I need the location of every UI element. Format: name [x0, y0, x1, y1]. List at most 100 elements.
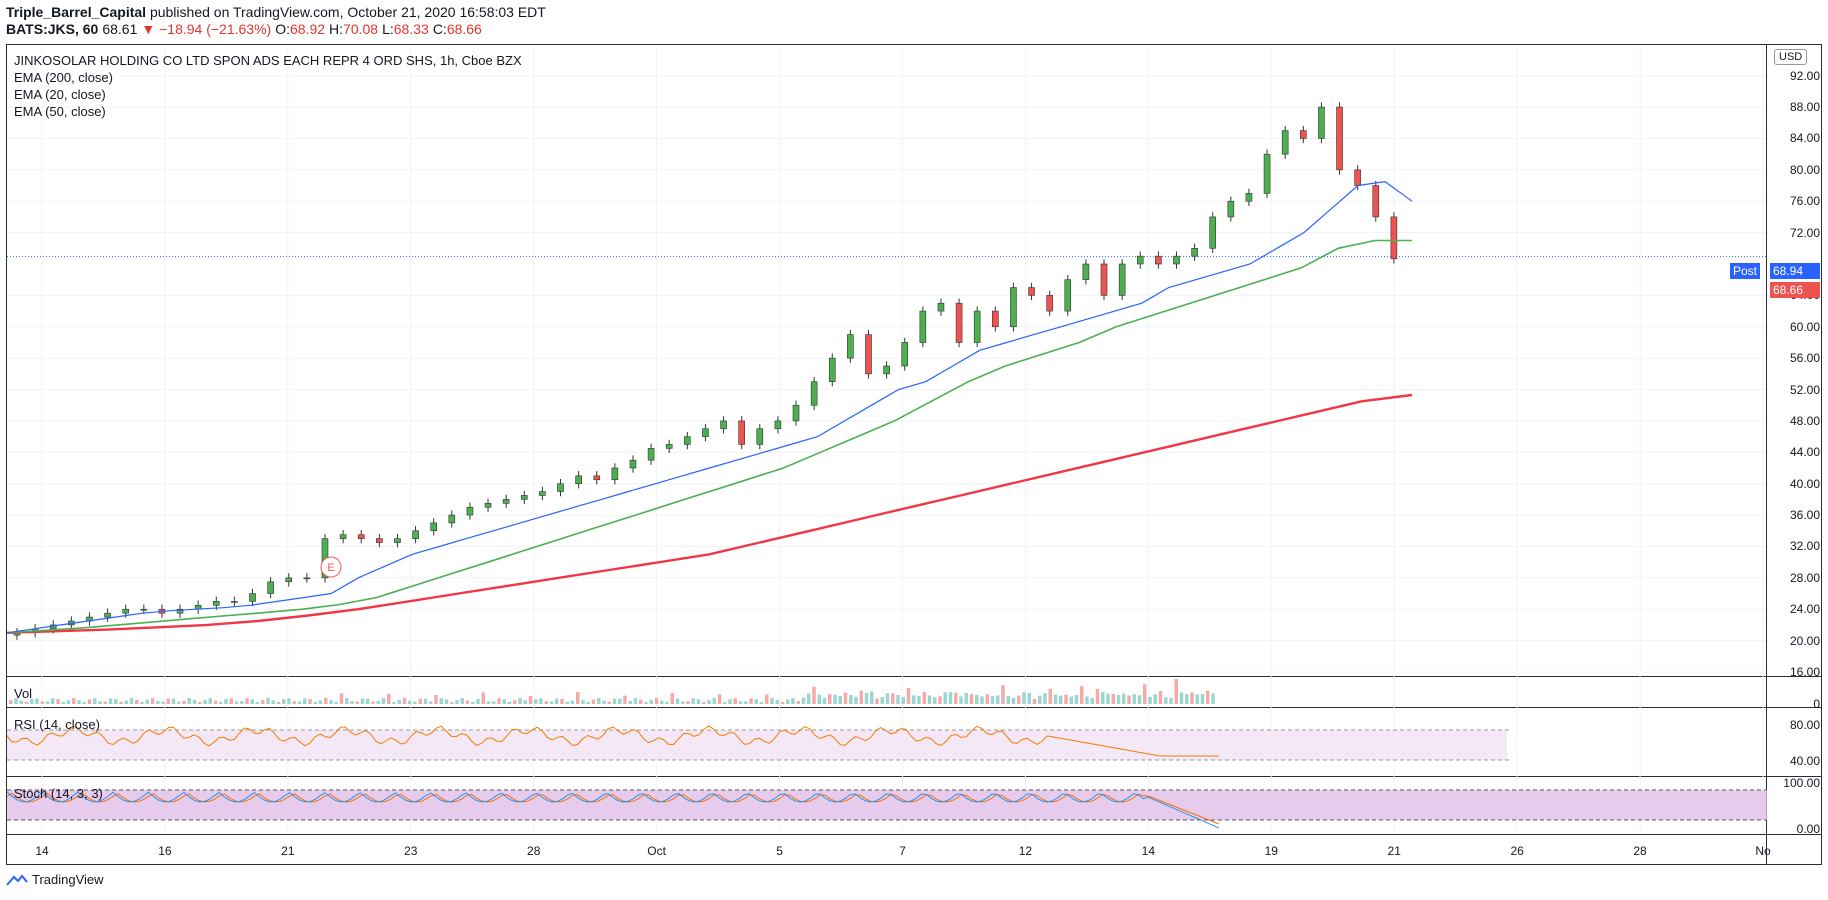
volume-bar	[135, 699, 139, 704]
volume-bar	[1043, 693, 1047, 704]
stoch-axis-tick-0: 0.00	[1796, 822, 1820, 836]
volume-bar	[297, 701, 302, 704]
volume-bar	[822, 697, 827, 704]
candle-up	[1010, 287, 1017, 328]
volume-bar	[1148, 696, 1152, 704]
volume-bar	[1174, 679, 1178, 704]
volume-bar	[402, 698, 407, 704]
time-tick-label: 26	[1510, 844, 1524, 858]
volume-bar	[408, 700, 412, 704]
price-tick-label: 52.00	[1789, 382, 1820, 397]
volume-bar	[618, 698, 622, 704]
volume-bar	[177, 701, 181, 704]
volume-bar	[985, 694, 989, 704]
candle-up	[919, 310, 927, 343]
volume-bar	[670, 692, 674, 704]
volume-bar	[1200, 694, 1205, 704]
volume-bar	[1022, 692, 1026, 704]
volume-bar	[355, 701, 359, 704]
candle-up	[1118, 263, 1126, 296]
volume-bar	[1095, 688, 1100, 704]
volume-bar	[476, 699, 480, 704]
candle-up	[1318, 106, 1325, 139]
candle-up	[212, 601, 220, 606]
legend-ema20[interactable]: EMA (20, close)	[14, 87, 106, 102]
volume-bar	[628, 700, 632, 704]
candle-up	[122, 608, 130, 614]
volume-bar	[1116, 694, 1121, 704]
candle-down	[357, 534, 365, 539]
price-tick-label: 76.00	[1789, 194, 1820, 209]
time-tick-label: 28	[1633, 844, 1647, 858]
volume-bar	[780, 701, 785, 704]
candle-up	[1263, 153, 1271, 194]
time-tick-label: 21	[281, 844, 295, 858]
rsi-pane-label[interactable]: RSI (14, close)	[14, 717, 100, 732]
volume-bar	[266, 698, 270, 704]
volume-bar	[455, 700, 459, 704]
volume-bar	[612, 698, 617, 704]
chart-frame[interactable]	[6, 44, 1822, 865]
volume-bar	[649, 699, 653, 704]
volume-bar	[156, 700, 160, 704]
volume-bar	[1101, 692, 1105, 704]
candle-up	[339, 534, 347, 539]
vol-pane-label[interactable]: Vol	[14, 686, 33, 701]
volume-bar	[870, 691, 874, 704]
volume-bar	[786, 699, 790, 704]
last-price: 68.61	[102, 21, 138, 37]
published-info: published on TradingView.com, October 21…	[149, 4, 546, 20]
stoch-pane-label[interactable]: Stoch (14, 3, 3)	[14, 786, 103, 801]
candle-up	[557, 483, 564, 492]
volume-bar	[523, 700, 527, 704]
legend-title[interactable]: JINKOSOLAR HOLDING CO LTD SPON ADS EACH …	[14, 53, 522, 68]
volume-bar	[187, 698, 191, 704]
close-value: 68.66	[446, 21, 482, 37]
volume-bar	[943, 692, 947, 704]
candle-down	[955, 302, 963, 343]
volume-bar	[72, 698, 76, 704]
low-value: 68.33	[393, 21, 429, 37]
volume-bar	[444, 699, 449, 704]
volume-bar	[1206, 690, 1210, 704]
time-tick-label: 23	[404, 844, 418, 858]
price-change: ▼ −18.94 (−21.63%)	[141, 21, 272, 37]
candle-up	[937, 302, 945, 312]
volume-bar	[1017, 695, 1021, 704]
stoch-k-line	[6, 791, 1220, 829]
last-price-tag: 68.66	[1770, 282, 1820, 298]
volume-bar	[465, 700, 470, 704]
volume-bar	[213, 700, 218, 704]
chart-legend: JINKOSOLAR HOLDING CO LTD SPON ADS EACH …	[14, 52, 522, 120]
price-scale-divider[interactable]	[1766, 44, 1767, 865]
volume-bar	[969, 694, 974, 704]
volume-bar	[513, 700, 517, 704]
pane-divider-stoch[interactable]	[6, 776, 1822, 777]
price-tick-label: 60.00	[1789, 319, 1820, 334]
volume-bar	[875, 698, 879, 704]
volume-bar	[56, 699, 60, 704]
candle-up	[847, 334, 854, 359]
pane-divider-vol[interactable]	[6, 676, 1822, 677]
tradingview-footer[interactable]: TradingView	[6, 872, 104, 887]
volume-bar	[51, 698, 55, 704]
candle-down	[593, 475, 601, 481]
author-name[interactable]: Triple_Barrel_Capital	[6, 4, 147, 20]
volume-bar	[1064, 694, 1068, 704]
candle-up	[1209, 216, 1217, 249]
volume-bar	[885, 693, 890, 704]
volume-bar	[738, 701, 743, 704]
volume-bar	[250, 699, 254, 704]
volume-bar	[234, 701, 239, 704]
legend-ema50[interactable]: EMA (50, close)	[14, 104, 106, 119]
volume-bar	[565, 701, 569, 704]
volume-bar	[597, 698, 601, 704]
currency-badge[interactable]: USD	[1774, 49, 1808, 65]
volume-bar	[581, 699, 585, 704]
candle-up	[1082, 263, 1090, 280]
pane-divider-rsi[interactable]	[6, 707, 1822, 708]
time-tick-label: 7	[899, 844, 906, 858]
candle-up	[1227, 200, 1235, 218]
legend-ema200[interactable]: EMA (200, close)	[14, 70, 113, 85]
